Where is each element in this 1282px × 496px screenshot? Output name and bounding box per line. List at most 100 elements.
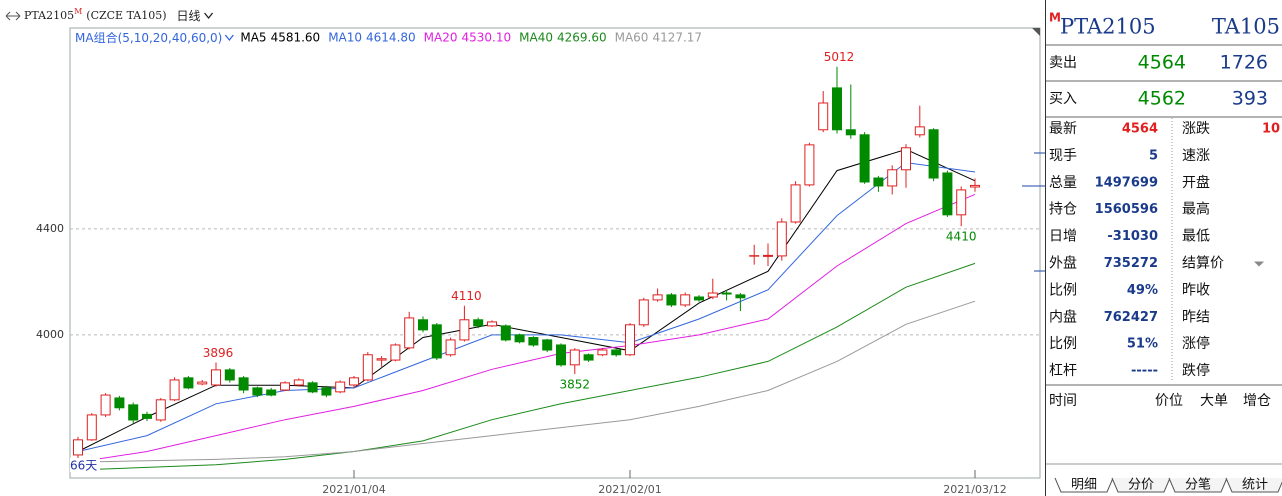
row-value: 51% — [1127, 337, 1158, 352]
candle-body — [114, 397, 125, 409]
candle-body — [169, 379, 180, 401]
candle-body — [542, 339, 553, 351]
tab-label[interactable]: 分笔 — [1185, 477, 1211, 493]
switch-icon[interactable] — [5, 11, 21, 21]
extreme-label: 4410 — [946, 230, 977, 244]
candle-body — [556, 344, 566, 366]
row-label2: 跌停 — [1182, 362, 1210, 379]
candle-body — [155, 399, 166, 421]
y-tick-label: 4000 — [36, 328, 64, 341]
row-value: ----- — [1131, 364, 1158, 379]
legend-name: MA5 — [240, 31, 266, 45]
candle-body — [721, 292, 732, 295]
row-label2: 最高 — [1182, 201, 1210, 218]
row-label2: 昨结 — [1182, 309, 1210, 325]
row-value: 735272 — [1104, 256, 1158, 271]
candle-body — [942, 172, 953, 216]
tab-label[interactable]: 统计 — [1242, 478, 1268, 493]
indicator-dropdown[interactable] — [224, 34, 234, 42]
candle-body — [763, 254, 773, 257]
row-label2: 最低 — [1182, 229, 1210, 245]
candle-body — [652, 294, 663, 301]
row-label2: 涨停 — [1182, 335, 1210, 352]
y-tick-label: 4400 — [36, 222, 64, 235]
candle-body — [445, 339, 456, 356]
x-tick-label: 2021/01/04 — [322, 483, 385, 496]
candle-body — [735, 294, 746, 299]
legend-value: 4614.80 — [366, 31, 416, 45]
indicator-title[interactable]: MA组合(5,10,20,40,60,0) — [75, 30, 222, 45]
period-dropdown[interactable] — [204, 12, 214, 20]
period-count: 66天 — [70, 459, 97, 473]
candle-body — [404, 317, 415, 349]
x-tick-label: 2021/02/01 — [598, 483, 661, 496]
period[interactable]: 日线 — [177, 9, 201, 23]
x-tick-label: 2021/03/12 — [943, 483, 1006, 496]
extreme-label: 4110 — [451, 289, 482, 303]
row-label: 总量 — [1049, 175, 1077, 191]
candle-body — [500, 325, 511, 341]
row-label2: 开盘 — [1182, 174, 1210, 191]
exchange-code: (CZCE TA105) — [86, 9, 166, 22]
ma-legend: MA组合(5,10,20,40,60,0) — [75, 30, 222, 45]
candle-body — [928, 129, 939, 179]
corner-mark — [1032, 28, 1040, 36]
row-value: 1560596 — [1095, 202, 1158, 217]
quote-price: 4564 — [1138, 52, 1186, 74]
tab-shape[interactable] — [1054, 477, 1114, 493]
candle-body — [376, 358, 387, 361]
row-label: 现手 — [1049, 148, 1077, 164]
candle-body — [832, 87, 842, 131]
legend-value: 4127.17 — [652, 31, 702, 45]
candle-body — [266, 389, 277, 396]
chart-title: PTA2105M (CZCE TA105) 日线 — [24, 7, 201, 23]
candle-body — [625, 324, 635, 356]
symbol-mark: M — [74, 7, 82, 16]
legend-value: 4581.60 — [271, 31, 321, 45]
candle-body — [307, 382, 318, 393]
ma-line — [77, 148, 976, 452]
row-label: 最新 — [1049, 121, 1077, 137]
ma-line — [77, 193, 976, 463]
candle-body — [349, 377, 359, 386]
tab-label[interactable]: 分价 — [1128, 478, 1154, 493]
candle-body — [362, 354, 373, 381]
candle-body — [238, 377, 249, 391]
plot: 4000 4400 2021/01/04 2021/02/01 2021/03/12 38… — [36, 50, 1040, 496]
quote-label: 卖出 — [1049, 55, 1077, 71]
plot-frame — [69, 27, 1041, 479]
quote-volume: 1726 — [1220, 52, 1268, 74]
candle-body — [818, 102, 829, 131]
candle-body — [956, 189, 967, 216]
tab-shape[interactable] — [1111, 477, 1171, 493]
quote-label: 买入 — [1049, 91, 1077, 107]
count-bg — [70, 458, 100, 472]
row-value: 4564 — [1122, 122, 1158, 137]
candle-body — [597, 349, 608, 356]
candle-body — [321, 387, 332, 396]
row-label: 外盘 — [1049, 255, 1077, 272]
candle-body — [142, 413, 152, 419]
col-header: 大单 — [1200, 393, 1228, 409]
legend-name: MA10 — [328, 31, 362, 45]
tab-shape[interactable] — [1168, 477, 1228, 493]
candle-body — [914, 126, 925, 136]
candle-body — [418, 319, 428, 331]
settle-dropdown[interactable] — [1254, 261, 1264, 267]
row-label2: 昨收 — [1182, 282, 1210, 298]
legend-value: 4269.60 — [557, 31, 607, 45]
tab-shape[interactable] — [1225, 477, 1282, 493]
candle-body — [293, 379, 304, 386]
quote-price: 4562 — [1138, 88, 1186, 110]
candle-body — [473, 319, 484, 327]
candle-body — [335, 381, 346, 393]
tab-label[interactable]: 明细 — [1071, 478, 1097, 493]
legend-name: MA60 — [615, 31, 649, 45]
candle-body — [638, 299, 649, 326]
candle-body — [224, 369, 235, 381]
candle-body — [280, 382, 290, 391]
row-value: 49% — [1127, 283, 1158, 298]
candle-body — [776, 221, 787, 257]
panel-ticks — [1022, 152, 1045, 272]
